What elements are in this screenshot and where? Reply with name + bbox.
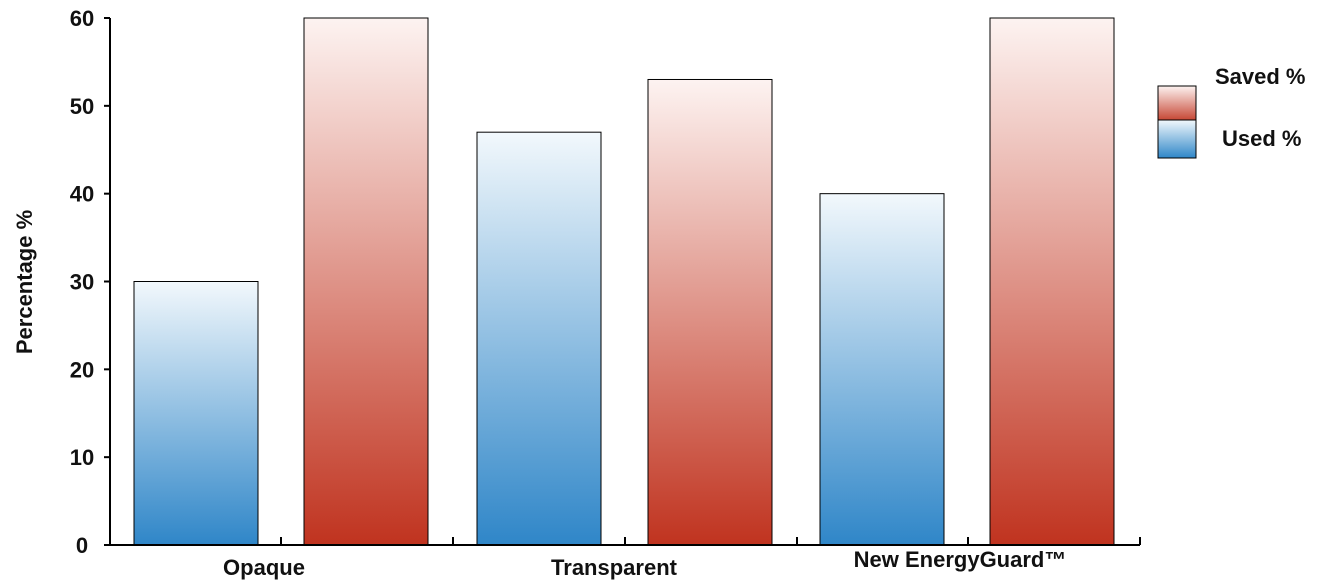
y-tick-label: 40	[70, 182, 94, 207]
x-tick-label: Opaque	[223, 555, 305, 580]
y-tick-label: 0	[76, 533, 88, 558]
legend: Saved % Used %	[1157, 64, 1306, 159]
y-axis-ticks: 0 10 20 30 40 50 60	[70, 6, 110, 558]
legend-label: Used %	[1222, 126, 1301, 151]
legend-swatch-used	[1157, 119, 1197, 159]
x-axis-labels: Opaque Transparent New EnergyGuard™	[223, 547, 1066, 580]
x-tick-label: New EnergyGuard™	[854, 547, 1067, 572]
bars	[133, 17, 1115, 546]
y-tick-label: 30	[70, 270, 94, 295]
y-tick-label: 10	[70, 445, 94, 470]
y-axis-label: Percentage %	[12, 210, 37, 354]
bar-saved-1	[647, 78, 773, 546]
legend-swatch-saved	[1157, 85, 1197, 125]
bar-used-2	[819, 193, 945, 546]
bar-saved-0	[303, 17, 429, 546]
x-tick-label: Transparent	[551, 555, 678, 580]
bar-saved-2	[989, 17, 1115, 546]
y-tick-label: 50	[70, 94, 94, 119]
legend-label: Saved %	[1215, 64, 1306, 89]
bar-used-1	[476, 131, 602, 546]
y-tick-label: 20	[70, 357, 94, 382]
bar-used-0	[133, 281, 259, 546]
axes	[109, 18, 1141, 546]
y-tick-label: 60	[70, 6, 94, 31]
